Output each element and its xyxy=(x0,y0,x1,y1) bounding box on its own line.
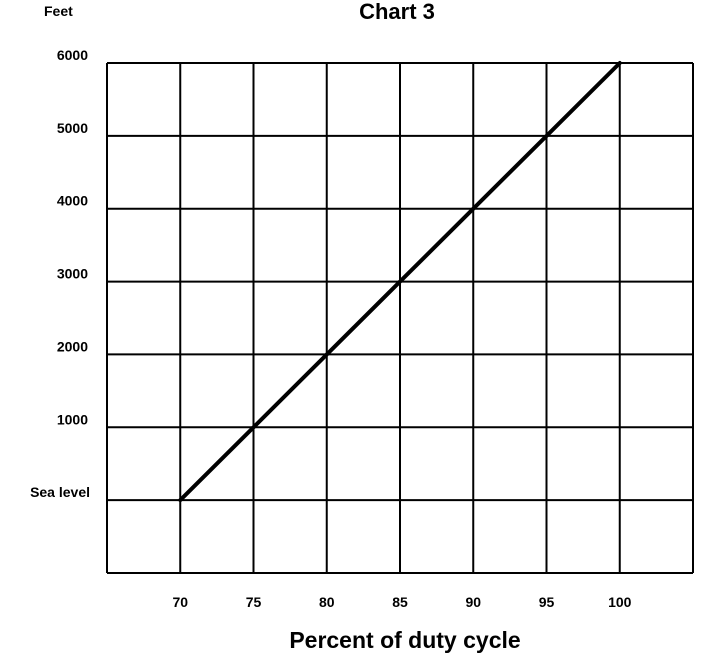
x-tick-label-75: 75 xyxy=(246,594,262,610)
x-tick-label-70: 70 xyxy=(172,594,188,610)
y-tick-label-3: 3000 xyxy=(57,266,88,282)
x-tick-labels: 70 75 80 85 90 95 100 xyxy=(172,594,631,610)
x-tick-label-80: 80 xyxy=(319,594,335,610)
y-tick-label-2: 2000 xyxy=(57,338,88,354)
x-tick-label-90: 90 xyxy=(465,594,481,610)
chart-title: Chart 3 xyxy=(359,0,435,24)
y-tick-label-4: 4000 xyxy=(57,193,88,209)
x-tick-label-95: 95 xyxy=(539,594,555,610)
y-tick-label-5: 5000 xyxy=(57,120,88,136)
y-axis-unit-label: Feet xyxy=(44,3,73,19)
series-line-0 xyxy=(178,61,622,503)
y-tick-label-1: 1000 xyxy=(57,411,88,427)
grid xyxy=(107,62,693,573)
plot-frame xyxy=(106,62,694,574)
series-layer xyxy=(178,61,622,503)
y-tick-label-0: Sea level xyxy=(30,484,90,500)
x-tick-label-100: 100 xyxy=(608,594,632,610)
y-tick-labels: Sea level 1000 2000 3000 4000 5000 6000 xyxy=(30,47,90,500)
x-tick-label-85: 85 xyxy=(392,594,408,610)
x-axis-label: Percent of duty cycle xyxy=(289,627,520,653)
y-tick-label-6: 6000 xyxy=(57,47,88,63)
